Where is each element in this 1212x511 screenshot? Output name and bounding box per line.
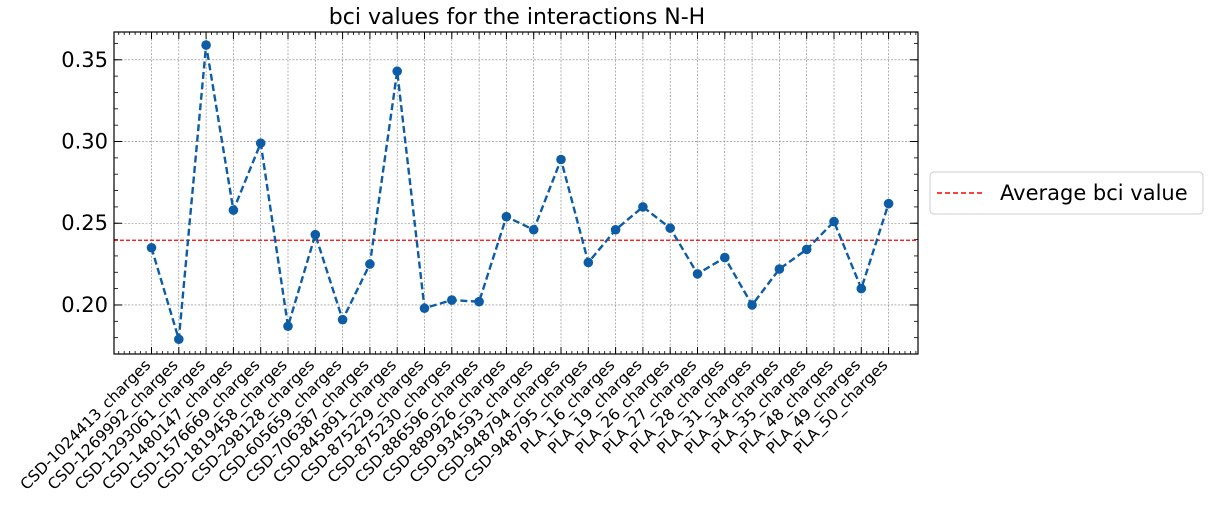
data-point xyxy=(447,295,457,305)
data-point xyxy=(720,252,730,263)
data-point xyxy=(528,224,539,235)
data-point xyxy=(801,244,812,255)
data-point xyxy=(883,198,894,209)
data-point xyxy=(665,223,675,233)
data-point xyxy=(310,229,321,240)
data-point xyxy=(638,202,648,212)
data-point xyxy=(583,257,594,268)
axes-frame xyxy=(113,31,919,355)
y-tick-label: 0.35 xyxy=(61,48,108,72)
data-point xyxy=(774,264,785,274)
data-point xyxy=(255,138,266,148)
legend-label: Average bci value xyxy=(1000,181,1188,205)
data-point xyxy=(146,242,157,253)
data-point xyxy=(365,259,375,269)
data-point xyxy=(501,211,512,222)
data-point xyxy=(474,296,484,307)
data-point xyxy=(392,66,403,77)
data-point xyxy=(829,216,839,227)
data-point xyxy=(228,205,239,215)
legend-box xyxy=(929,171,1204,215)
data-point xyxy=(174,334,184,345)
y-tick-label: 0.20 xyxy=(61,293,108,317)
data-point xyxy=(419,303,430,314)
y-tick-label: 0.30 xyxy=(61,130,108,154)
data-point xyxy=(610,224,621,235)
y-tick-label: 0.25 xyxy=(61,211,108,235)
data-point xyxy=(337,314,348,325)
series-line xyxy=(150,43,890,341)
data-point xyxy=(556,154,566,165)
data-point xyxy=(747,300,757,310)
data-point xyxy=(856,283,867,294)
data-point xyxy=(283,321,293,332)
data-point xyxy=(692,269,703,279)
chart-title: bci values for the interactions N-H xyxy=(329,5,705,30)
plot-area: 0.200.250.300.35CSD-1024413_chargesCSD-1… xyxy=(17,31,919,494)
legend: Average bci value xyxy=(929,171,1204,215)
data-point xyxy=(201,40,211,50)
